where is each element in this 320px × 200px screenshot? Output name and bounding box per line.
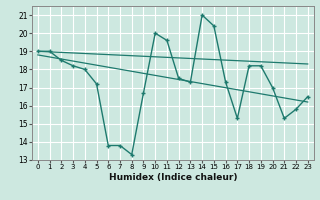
X-axis label: Humidex (Indice chaleur): Humidex (Indice chaleur) [108, 173, 237, 182]
